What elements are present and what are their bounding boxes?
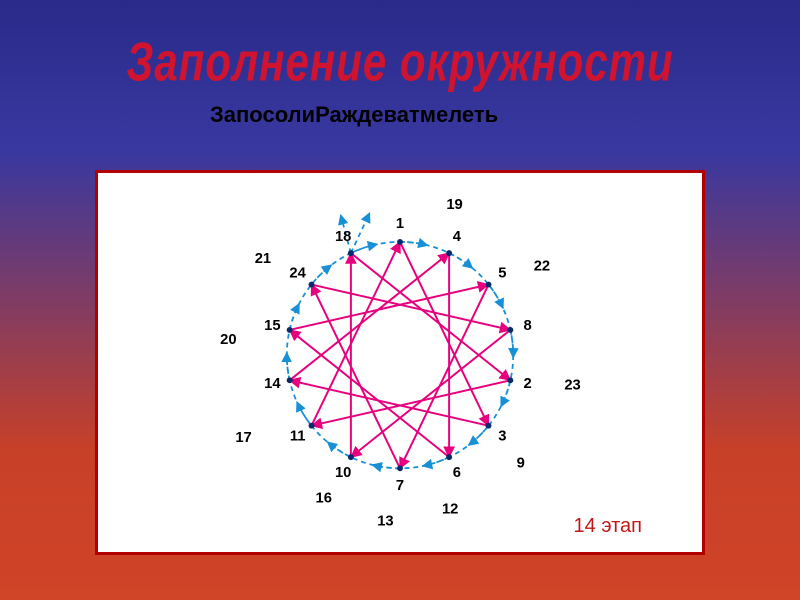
stage-label: 14 этап [574, 515, 642, 538]
outer-node-label: 22 [534, 258, 550, 274]
subtitle: ЗапосолиРаждеватмелеть [0, 102, 800, 128]
inner-node-label: 4 [453, 229, 462, 245]
page-title: Заполнение окружности [0, 0, 800, 94]
inner-node-label: 24 [289, 265, 306, 281]
inner-node-label: 8 [524, 318, 532, 334]
outer-node-label: 20 [220, 332, 236, 348]
outer-node-label: 23 [564, 377, 580, 393]
inner-node-label: 1 [396, 216, 404, 232]
circle-diagram: 145823671011141524181922239121316172021 [98, 173, 702, 552]
inner-node-label: 11 [290, 429, 306, 445]
inner-node-label: 6 [453, 465, 461, 481]
inner-node-label: 18 [335, 229, 351, 245]
inner-node-label: 2 [524, 376, 532, 392]
outer-node-label: 21 [255, 251, 271, 267]
inner-node-label: 7 [396, 478, 404, 494]
outer-node-label: 16 [316, 490, 332, 506]
outer-node-label: 9 [517, 456, 525, 472]
inner-node-label: 14 [264, 376, 281, 392]
outer-node-label: 12 [442, 502, 458, 518]
outer-node-label: 17 [235, 430, 251, 446]
inner-node-label: 15 [264, 318, 280, 334]
inner-node-label: 10 [335, 465, 351, 481]
outer-node-label: 19 [446, 197, 462, 213]
inner-node-label: 3 [498, 429, 506, 445]
outer-node-label: 13 [377, 514, 393, 530]
diagram-frame: 145823671011141524181922239121316172021 … [95, 170, 705, 555]
inner-node-label: 5 [498, 265, 506, 281]
